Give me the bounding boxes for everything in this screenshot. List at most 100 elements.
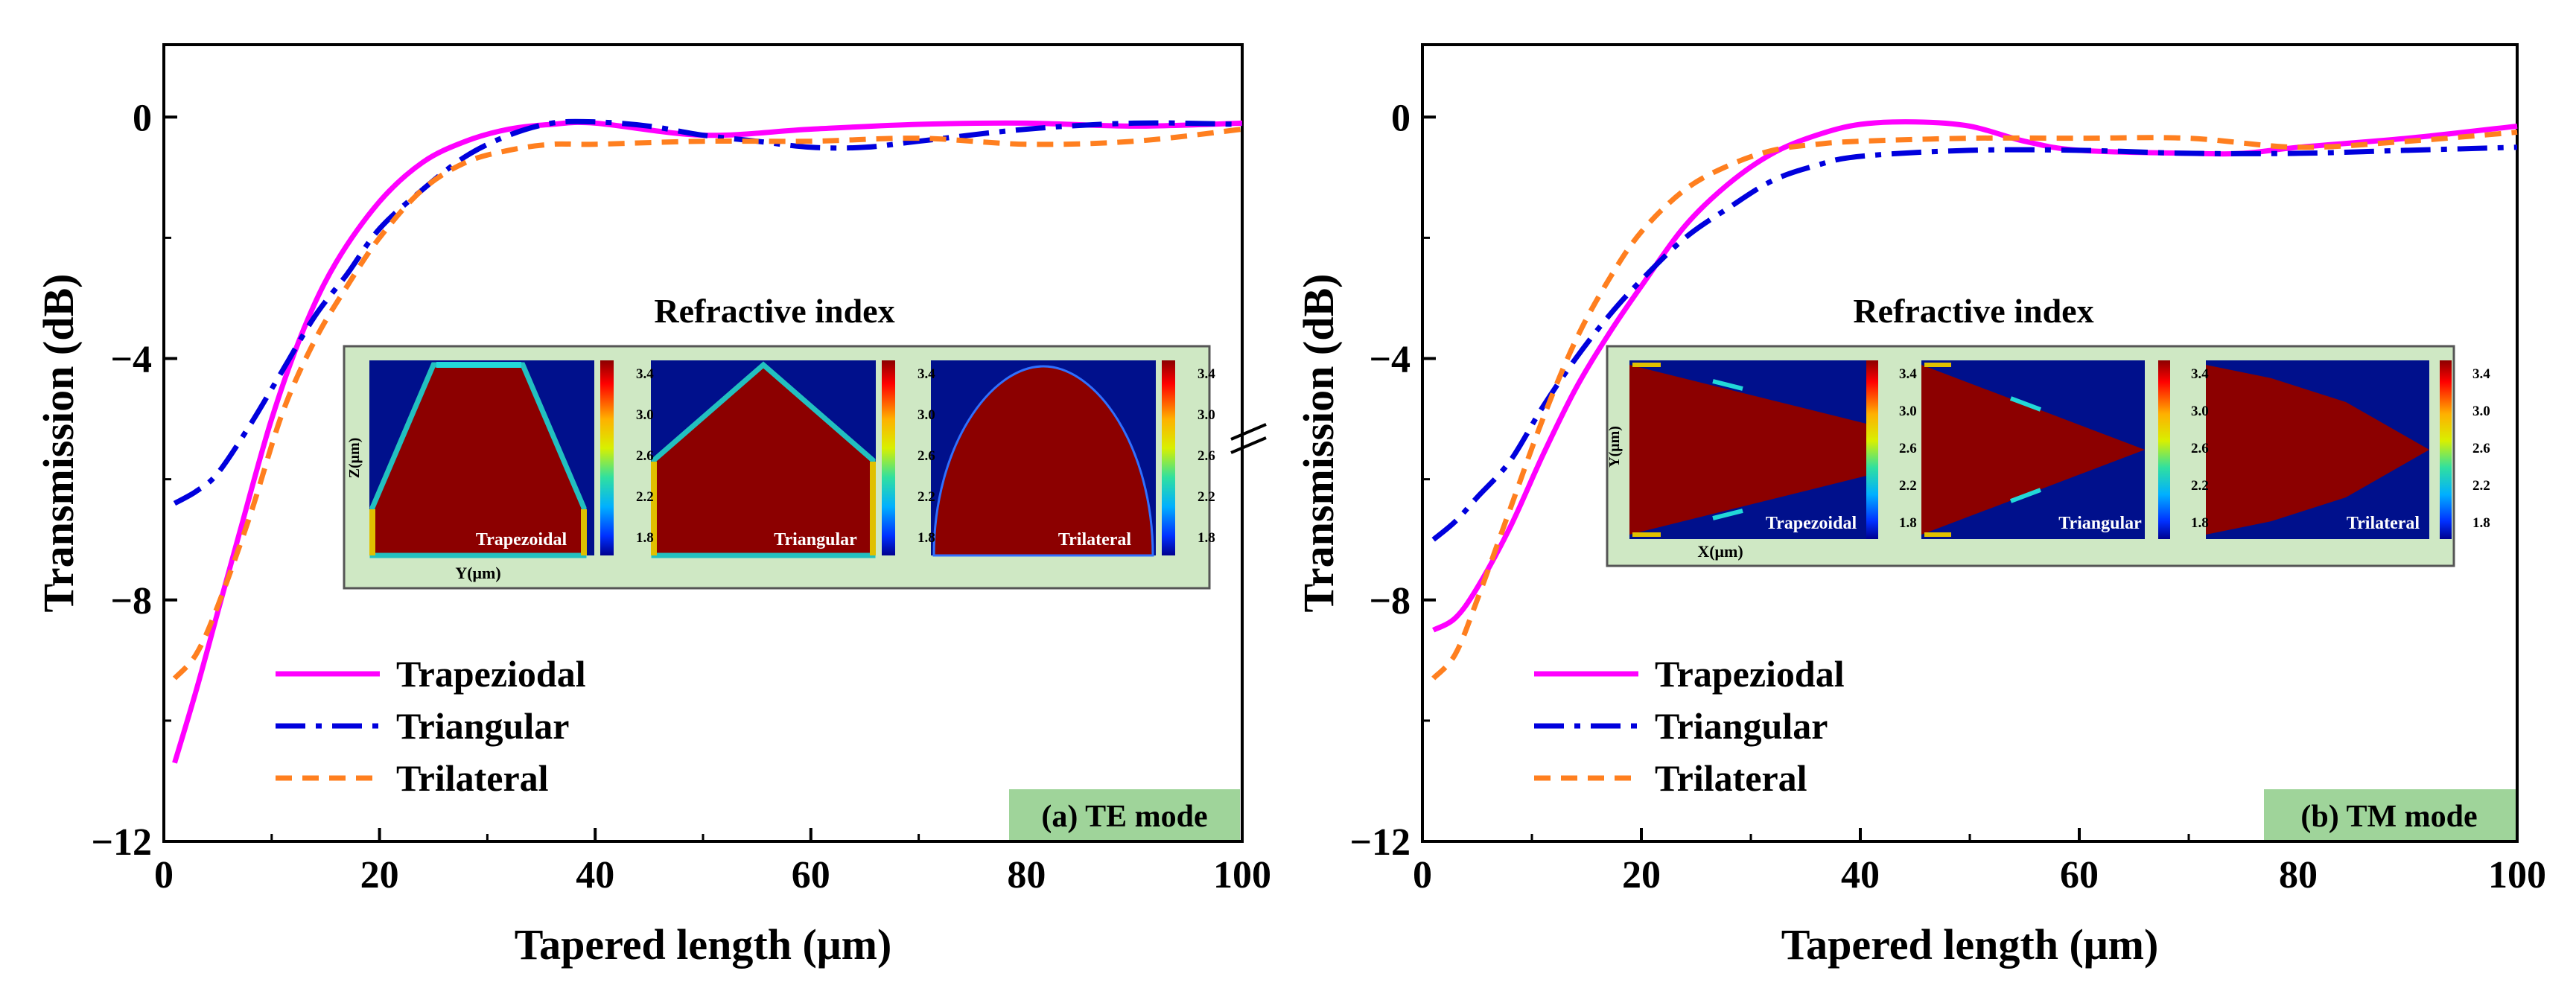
y-tick-label: −4 [1369, 339, 1411, 381]
legend-label: Trapeziodal [1655, 653, 1845, 695]
colorbar-tick-label: 2.6 [917, 448, 935, 464]
colorbar-tick-label: 3.4 [917, 366, 935, 382]
colorbar-tick-label: 2.6 [2472, 441, 2490, 456]
inset-refractive-index: Refractive index Trapezoidal Triangula [1606, 292, 2490, 567]
x-tick-label: 0 [1413, 854, 1432, 896]
x-tick-label: 80 [1007, 854, 1046, 896]
inset-label-triangular: Triangular [774, 530, 857, 549]
x-tick-label: 20 [1622, 854, 1661, 896]
axis-break-mark [1230, 423, 1267, 454]
colorbar-tick-label: 3.0 [2191, 404, 2209, 419]
colorbar-tick-label: 2.6 [1198, 448, 1215, 464]
x-tick-label: 100 [1213, 854, 1271, 896]
colorbar-tick-label: 2.2 [1198, 489, 1215, 505]
colorbar-tick-label: 1.8 [636, 530, 654, 546]
series-line-triangular [1431, 144, 2518, 542]
series-line-trilateral [1431, 130, 2518, 681]
series-layer [1431, 119, 2518, 681]
colorbar-tick-label: 1.8 [917, 530, 935, 546]
x-tick-label: 20 [360, 854, 399, 896]
colorbar-tick-label: 3.4 [1198, 366, 1215, 382]
inset-label-trapezoidal: Trapezoidal [1766, 514, 1857, 533]
inset-label-trapezoidal: Trapezoidal [476, 530, 567, 549]
x-tick-label: 80 [2279, 854, 2318, 896]
inset-panel-trapezoidal: Trapezoidal [1629, 360, 1878, 539]
colorbar-ticks: 3.4 3.0 2.6 2.2 1.8 3.4 3.0 2.6 2.2 1.8 3.4 3.0 2.6 2… [1899, 366, 2490, 531]
axes: 0 20 40 60 80 100 −12 −8 −4 0 [91, 97, 1271, 896]
panel-te-mode: 0 20 40 60 80 100 −12 −8 −4 0 Transmission (dB) T… [34, 43, 1271, 969]
panel-label-box [1009, 789, 1240, 840]
inset-panel-triangular: Triangular [1921, 360, 2170, 539]
colorbar-tick-label: 2.2 [2472, 478, 2490, 494]
y-axis-label: Transmission (dB) [34, 274, 83, 613]
inset-panel-triangular: Triangular [651, 360, 895, 558]
colorbar [1162, 360, 1175, 555]
x-tick-label: 0 [154, 854, 174, 896]
colorbar-tick-label: 2.2 [636, 489, 654, 505]
inset-panel-trilateral: Trilateral [2206, 360, 2452, 539]
inset-title: Refractive index [654, 292, 894, 330]
colorbar-tick-label: 1.8 [1198, 530, 1215, 546]
y-tick-label: 0 [1391, 97, 1411, 139]
x-tick-label: 60 [2060, 854, 2099, 896]
colorbar-tick-label: 3.0 [2472, 404, 2490, 419]
legend: Trapeziodal Triangular Trilateral [276, 653, 586, 799]
inset-panel-trilateral: Trilateral [931, 360, 1175, 557]
y-tick-label: −4 [110, 339, 152, 381]
series-line-triangular [173, 118, 1243, 506]
colorbar-tick-label: 2.6 [636, 448, 654, 464]
y-tick-label: −12 [91, 821, 152, 864]
inset-y-label: Y(μm) [1606, 426, 1623, 468]
colorbar-tick-label: 3.0 [917, 407, 935, 423]
colorbar-tick-label: 3.4 [2191, 366, 2209, 382]
colorbar-tick-label: 1.8 [2191, 515, 2209, 531]
panel-label-box [2264, 789, 2516, 840]
colorbar-tick-label: 2.6 [2191, 441, 2209, 456]
y-tick-label: −8 [110, 580, 152, 622]
colorbar-tick-label: 3.4 [636, 366, 654, 382]
legend: Trapeziodal Triangular Trilateral [1534, 653, 1845, 799]
legend-label: Trapeziodal [396, 653, 586, 695]
x-tick-label: 100 [2488, 854, 2546, 896]
colorbar-tick-label: 2.2 [917, 489, 935, 505]
inset-refractive-index: Refractive index Trapezoidal Triangular [343, 292, 1215, 590]
inset-x-label: X(μm) [1697, 542, 1743, 561]
panel-label: (b) TM mode [2300, 800, 2477, 834]
legend-label: Trilateral [396, 757, 549, 799]
colorbar-tick-label: 2.2 [1899, 478, 1917, 494]
y-tick-label: 0 [133, 97, 152, 139]
panel-label: (a) TE mode [1041, 800, 1207, 834]
legend-label: Triangular [396, 705, 569, 747]
y-tick-label: −8 [1369, 580, 1411, 622]
inset-panel-trapezoidal: Trapezoidal [369, 360, 614, 558]
y-axis-label: Transmission (dB) [1294, 274, 1343, 613]
colorbar-ticks: 3.4 3.0 2.6 2.2 1.8 3.4 3.0 2.6 2.2 1.8 3.4 3.0 2.6 2… [636, 366, 1215, 546]
colorbar [2158, 360, 2170, 539]
colorbar-tick-label: 3.0 [1899, 404, 1917, 419]
colorbar [2440, 360, 2452, 539]
legend-label: Trilateral [1655, 757, 1807, 799]
colorbar-tick-label: 3.4 [1899, 366, 1917, 382]
x-tick-label: 40 [576, 854, 614, 896]
panel-tm-mode: 0 20 40 60 80 100 −12 −8 −4 0 Transmission (dB) T… [1294, 43, 2546, 969]
x-axis-label: Tapered length (μm) [515, 920, 892, 969]
series-line-trilateral [172, 127, 1243, 681]
colorbar-tick-label: 1.8 [1899, 515, 1917, 531]
x-tick-label: 60 [792, 854, 830, 896]
inset-label-trilateral: Trilateral [1058, 530, 1132, 549]
colorbar-tick-label: 2.2 [2191, 478, 2209, 494]
inset-y-label: Z(μm) [346, 438, 363, 479]
inset-label-trilateral: Trilateral [2347, 514, 2420, 533]
colorbar-tick-label: 2.6 [1899, 441, 1917, 456]
x-tick-label: 40 [1841, 854, 1880, 896]
inset-title: Refractive index [1853, 292, 2093, 330]
series-layer [172, 118, 1243, 764]
colorbar-tick-label: 3.0 [1198, 407, 1215, 423]
colorbar-tick-label: 1.8 [2472, 515, 2490, 531]
series-line-trapeziodal [172, 119, 1243, 764]
colorbar [600, 360, 614, 555]
colorbar [882, 360, 895, 555]
x-axis-label: Tapered length (μm) [1781, 920, 2159, 969]
colorbar-tick-label: 3.0 [636, 407, 654, 423]
